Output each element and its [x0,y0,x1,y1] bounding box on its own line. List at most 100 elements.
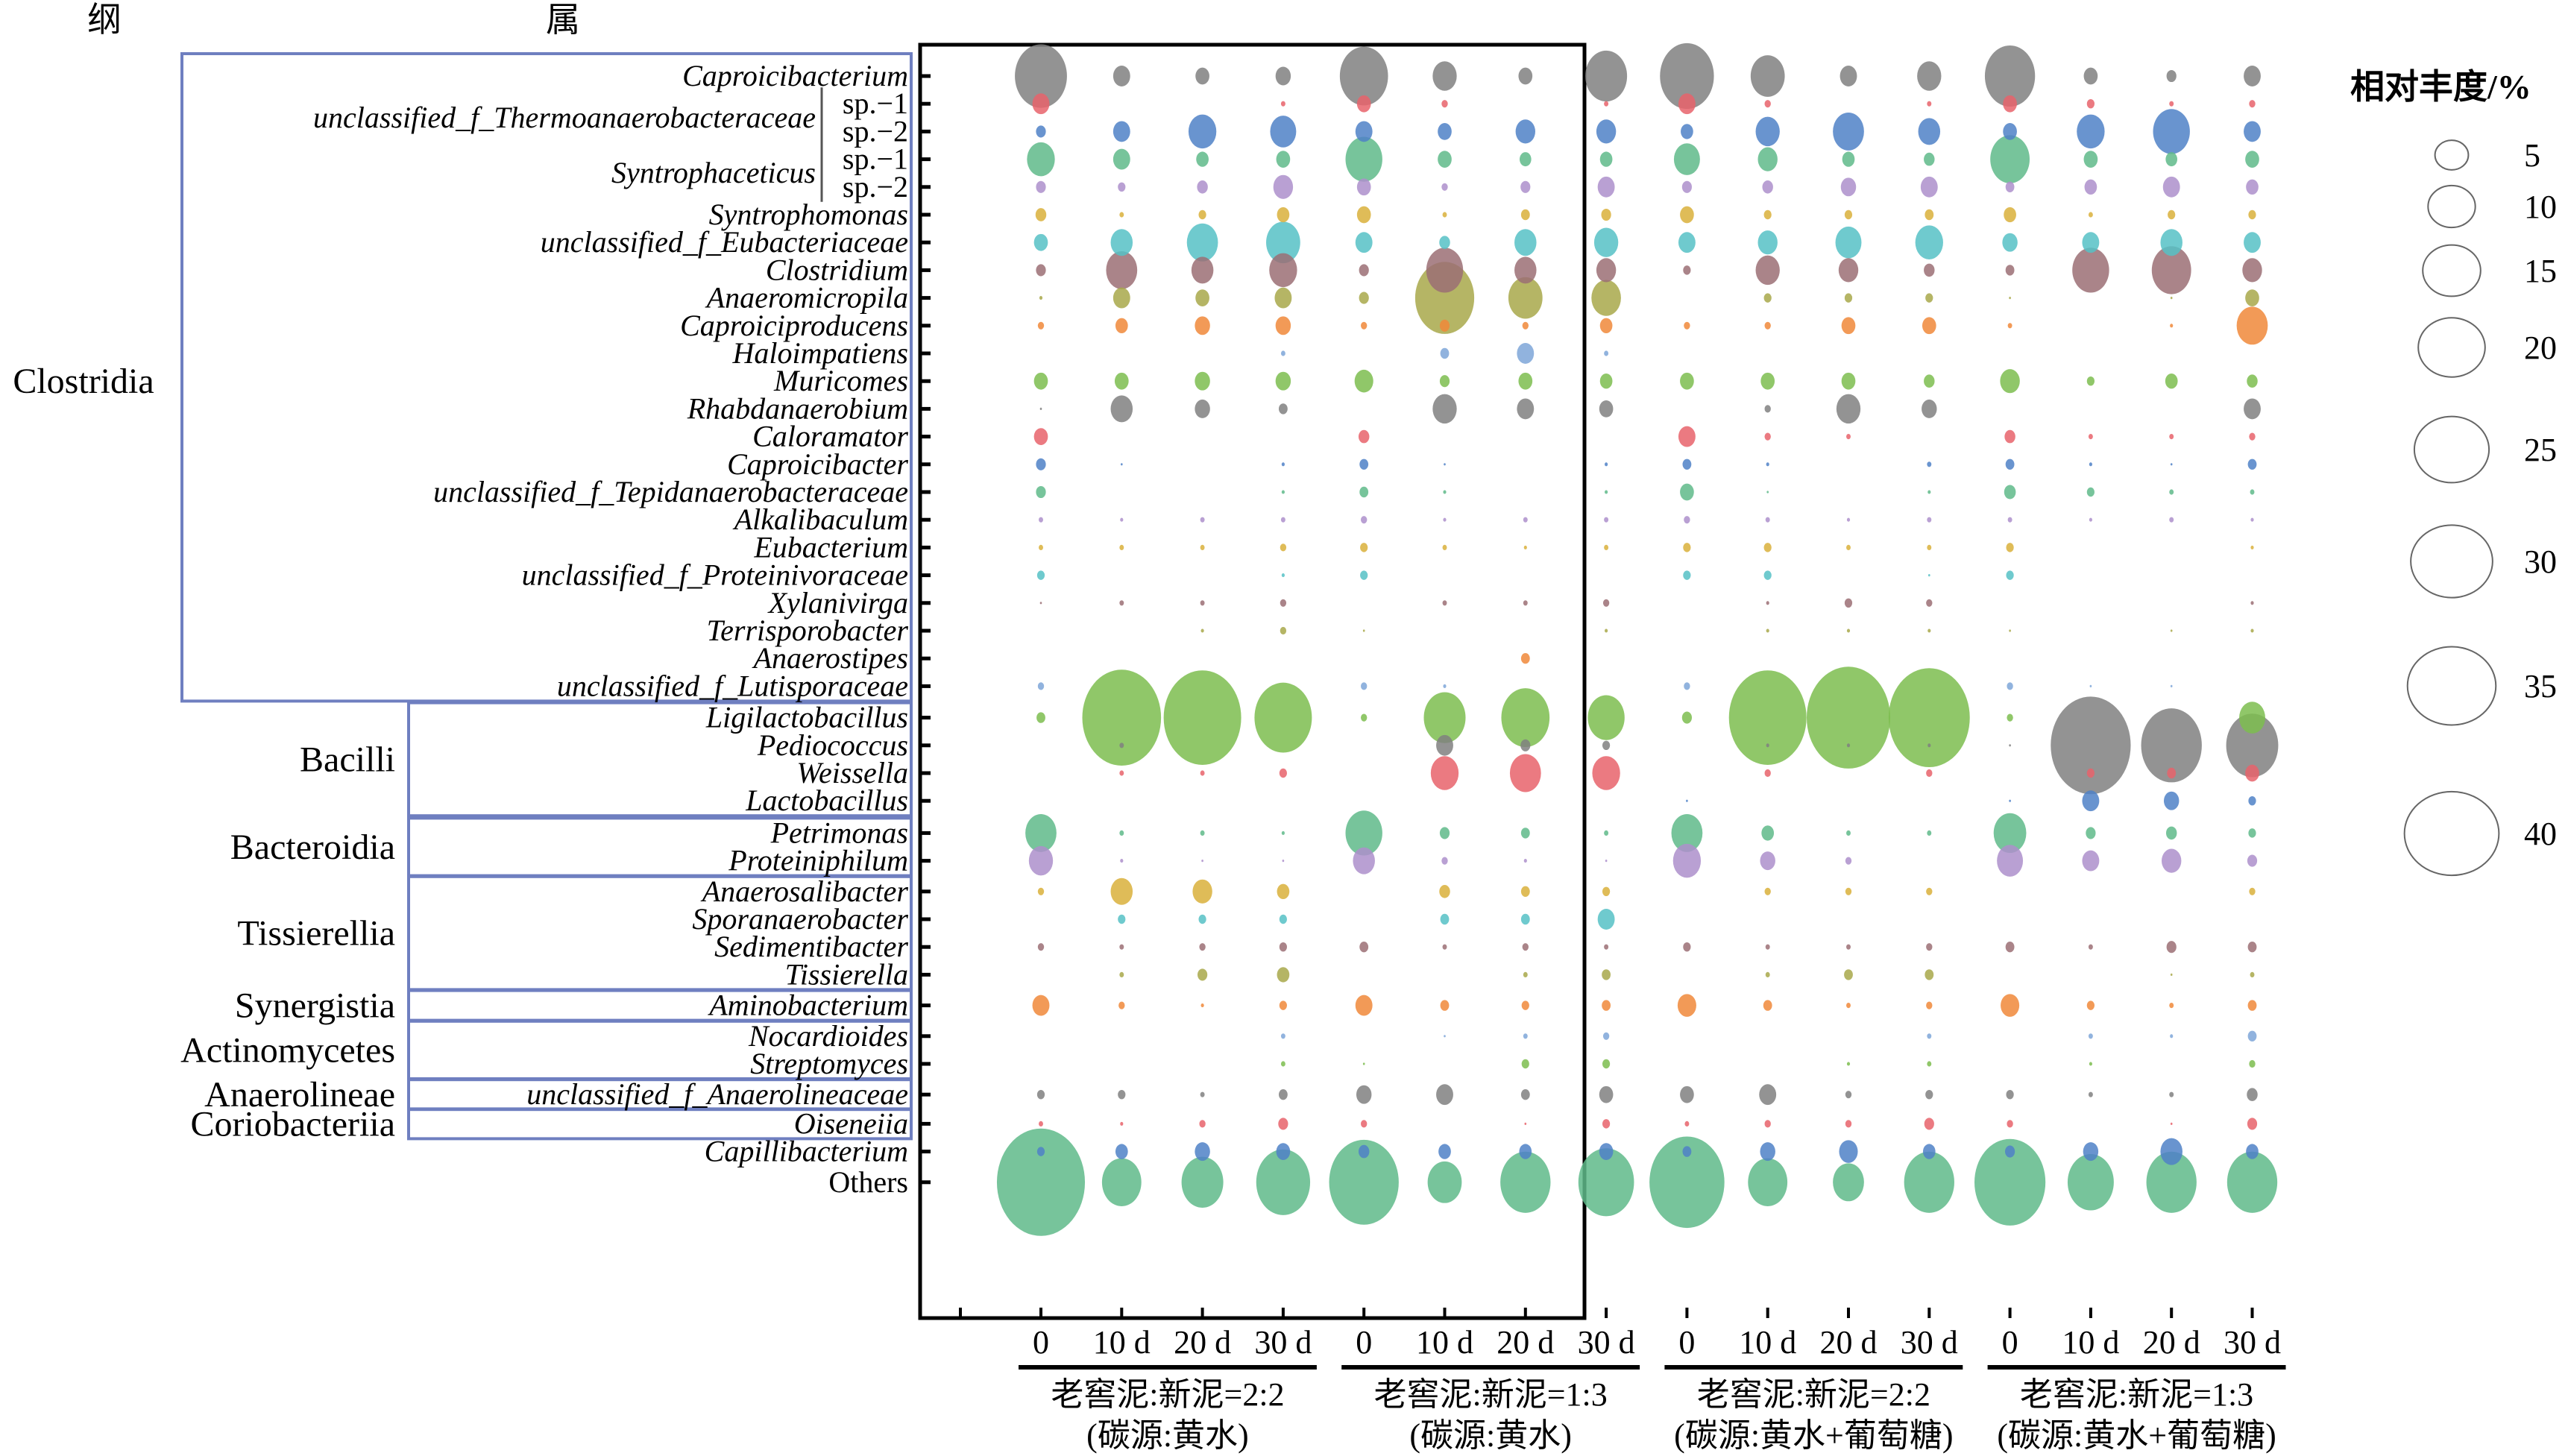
row-label: unclassified_f_Anaerolineaceae [526,1077,908,1111]
bubble [1359,291,1369,304]
bubble [1200,1091,1205,1097]
bubble [2161,848,2182,873]
bubble [1680,1085,1694,1103]
bubble [1601,208,1611,221]
bubble [2249,1059,2256,1068]
bubble [1430,756,1459,790]
bubble [1188,114,1217,149]
bubble [1119,743,1124,749]
bubble [1518,372,1533,390]
row-label: Weissella [796,756,908,790]
bubble [2245,764,2259,782]
bubble [1119,944,1124,950]
x-tick-label: 20 d [1497,1324,1554,1361]
bubble [1763,570,1772,580]
bubble [1522,943,1529,951]
class-label: Tissierellia [237,914,395,954]
bubble [2242,258,2262,283]
bubble [2083,151,2098,168]
legend-label: 35 [2524,668,2557,705]
bubble [1113,66,1130,86]
bubble [1039,407,1042,411]
bubble [1191,256,1214,284]
bubble [1755,116,1780,147]
bubble [2082,790,2100,812]
bubble [1682,458,1692,470]
bubble [1039,296,1043,300]
bubble [1604,544,1609,551]
bubble [2250,489,2255,495]
bubble [1276,151,1291,168]
bubble [1200,1003,1204,1008]
bubble [1432,61,1457,91]
legend-label: 40 [2524,816,2557,852]
bubble [1764,887,1771,895]
bubble [2160,1138,2183,1165]
legend-label: 25 [2524,432,2557,468]
bubble [1442,600,1447,606]
bubble [1523,971,1528,977]
bubble [2082,232,2100,253]
bubble [2005,181,2015,192]
bubble [2162,176,2180,198]
bubble [2003,95,2017,113]
bubble [1036,180,1046,193]
row-label: Muricomes [773,364,908,397]
bubble [2005,942,2015,953]
bubble [1035,208,1047,221]
bubble [1904,1151,1954,1213]
bubble [1426,248,1464,293]
bubble [1728,670,1807,765]
bubble [1683,570,1691,580]
bubble [1839,1140,1858,1163]
x-tick-label: 10 d [1416,1324,1473,1361]
row-label: Rhabdanaerobium [687,391,908,425]
x-tick-label: 20 d [2143,1324,2200,1361]
bubble [1660,42,1714,110]
bubble [2004,1145,2015,1158]
bubble [1520,180,1531,193]
legend-title: 相对丰度/% [2350,68,2531,106]
bubble [1120,517,1124,522]
bubble [1835,226,1862,259]
bubble [1200,517,1205,523]
row-label: Anaerostipes [752,641,908,675]
legend-circle [2406,646,2497,726]
bubble [1196,151,1209,167]
bubble [1438,1144,1451,1159]
bubble [1759,1084,1777,1106]
bubble [2239,702,2265,734]
bubble [1345,810,1382,856]
bubble [1766,462,1769,467]
class-box [180,52,913,703]
bubble [1277,967,1290,983]
bubble [1280,543,1287,552]
bubble [1275,66,1291,86]
bubble [1355,121,1373,142]
bubble [1329,1139,1399,1225]
bubble [1602,886,1611,897]
bubble [1519,152,1532,167]
bubble [2086,1000,2095,1010]
bubble [2169,1091,2174,1097]
bubble [1119,212,1124,218]
bubble [1281,573,1285,578]
bubble [1845,887,1852,895]
bubble [1523,600,1528,606]
bubble [1443,490,1447,494]
row-label: Syntrophomonas [709,198,908,231]
bubble [1605,462,1608,467]
class-label: Bacilli [300,740,395,779]
bubble [1927,517,1932,523]
row-label: unclassified_f_Proteinivoraceae [522,558,908,592]
bubble [1926,943,1933,951]
bubble [1033,233,1048,251]
row-label: Nocardioides [748,1019,908,1053]
bubble [1927,1033,1932,1039]
bubble [1339,46,1388,106]
group-label-line1: 老窖泥:新泥=2:2 [1051,1376,1284,1413]
bubble [2245,289,2259,306]
bubble [1278,1118,1288,1130]
bubble [1118,914,1126,924]
group-label-line2: (碳源:黄水+葡萄糖) [1997,1417,2276,1454]
